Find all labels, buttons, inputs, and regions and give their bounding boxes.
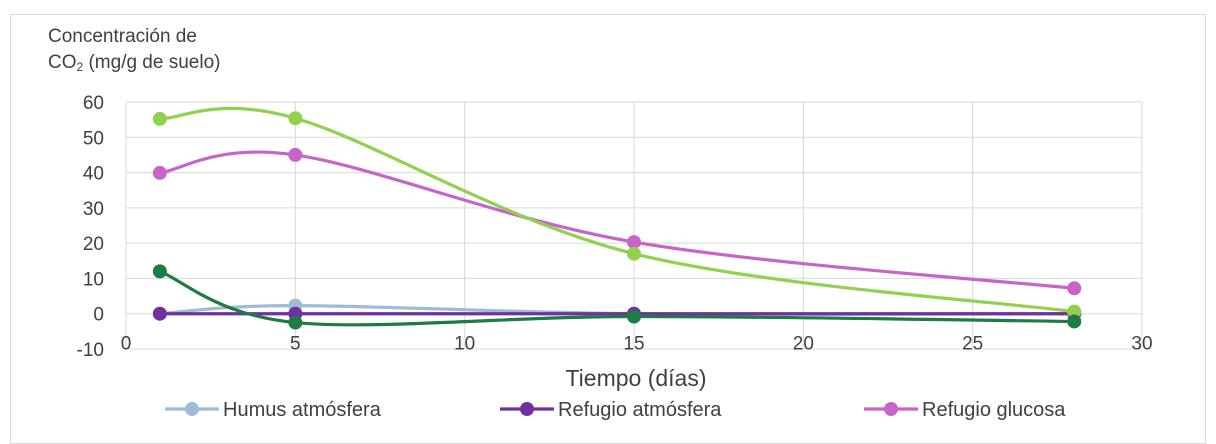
data-point-2 <box>1067 281 1082 296</box>
data-point-4 <box>627 309 641 324</box>
legend: Humus atmósfera Refugio atmósfera Refugio … <box>165 399 1066 421</box>
y-tick-label: -10 <box>77 340 104 361</box>
data-point-4 <box>288 315 303 330</box>
x-axis-title: Tiempo (días) <box>565 365 706 391</box>
series-lines <box>158 106 1076 327</box>
data-point-4 <box>1067 314 1082 329</box>
x-tick-label: 25 <box>962 334 983 355</box>
legend-label-2: Refugio glucosa <box>922 399 1066 421</box>
legend-label-1: Refugio atmósfera <box>558 399 722 421</box>
data-point-1 <box>152 306 167 321</box>
series-line-3 <box>158 106 1076 314</box>
x-tick-label: 20 <box>793 334 814 355</box>
data-point-3 <box>1067 304 1082 319</box>
y-tick-label: 10 <box>83 269 104 290</box>
y-axis-label-line1: Concentración de <box>48 26 197 47</box>
y-axis-label: Concentración de CO2 (mg/g de suelo) <box>48 24 220 80</box>
x-tick-label: 30 <box>1131 334 1152 355</box>
legend-marker-1 <box>520 402 534 416</box>
x-tick-label: 10 <box>454 334 475 355</box>
data-point-2 <box>288 147 303 162</box>
data-point-2 <box>152 165 167 180</box>
data-point-3 <box>152 111 167 126</box>
series-points <box>152 111 1082 330</box>
chart-frame <box>10 14 1206 444</box>
series-line-4 <box>158 269 1076 327</box>
data-point-4 <box>152 264 167 279</box>
y-tick-label: 30 <box>83 199 104 220</box>
y-tick-label: 50 <box>83 128 104 149</box>
y-axis-label-line2: CO2 (mg/g de suelo) <box>48 50 220 80</box>
x-tick-label: 15 <box>623 334 644 355</box>
y-axis-label-units: (mg/g de suelo) <box>83 52 221 73</box>
legend-marker-0 <box>185 402 199 416</box>
data-point-2 <box>627 235 641 250</box>
data-point-3 <box>288 111 303 126</box>
x-tick-labels: 0 5 10 15 20 25 30 <box>121 334 1153 355</box>
y-tick-label: 60 <box>83 93 104 114</box>
y-tick-label: 0 <box>93 305 104 326</box>
x-tick-label: 5 <box>290 334 301 355</box>
legend-label-0: Humus atmósfera <box>223 399 382 421</box>
legend-marker-2 <box>884 402 898 416</box>
line-chart: -10 0 10 20 30 40 50 60 0 5 10 15 20 25 30 Tiempo (dí… <box>77 93 1153 421</box>
y-axis-label-subscript: 2 <box>76 60 84 74</box>
y-tick-label: 20 <box>83 234 104 255</box>
y-tick-label: 40 <box>83 164 104 185</box>
y-tick-labels: -10 0 10 20 30 40 50 60 <box>77 93 104 361</box>
y-axis-label-co: CO <box>48 52 77 73</box>
data-point-3 <box>627 246 641 261</box>
x-tick-label: 0 <box>121 334 132 355</box>
